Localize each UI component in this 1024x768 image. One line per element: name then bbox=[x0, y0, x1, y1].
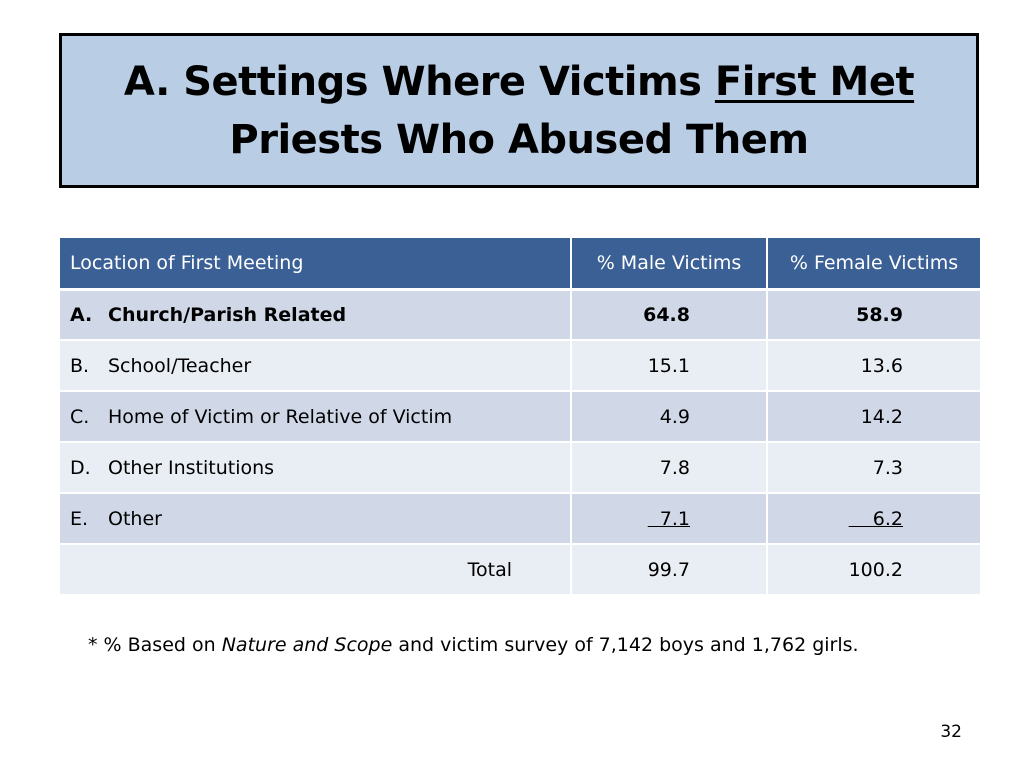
row-marker: A. bbox=[70, 303, 93, 326]
victim-location-table: Location of First Meeting % Male Victims… bbox=[60, 238, 980, 596]
female-cell: 6.2 bbox=[767, 493, 980, 545]
male-value: 64.8 bbox=[643, 303, 690, 326]
title-prefix: A. Settings Where Victims bbox=[123, 58, 715, 105]
title-line-1: A. Settings Where Victims First Met bbox=[123, 53, 915, 111]
footnote-italic: Nature and Scope bbox=[221, 634, 393, 656]
male-value: 15.1 bbox=[647, 354, 690, 377]
male-value: 7.1 bbox=[647, 507, 690, 530]
location-label: Church/Parish Related bbox=[108, 303, 347, 326]
female-cell: 13.6 bbox=[767, 340, 980, 392]
female-cell: 58.9 bbox=[767, 289, 980, 341]
male-value: 4.9 bbox=[659, 405, 690, 428]
header-female-victims: % Female Victims bbox=[767, 238, 980, 291]
header-location: Location of First Meeting bbox=[60, 238, 572, 291]
title-line-2: Priests Who Abused Them bbox=[229, 116, 809, 163]
male-total-cell: 99.7 bbox=[571, 544, 768, 596]
male-total: 99.7 bbox=[647, 558, 690, 581]
female-value: 13.6 bbox=[860, 354, 903, 377]
table-row: D. Other Institutions 7.8 7.3 bbox=[60, 442, 980, 494]
location-label: Home of Victim or Relative of Victim bbox=[108, 405, 453, 428]
male-cell: 64.8 bbox=[571, 289, 768, 341]
female-total-cell: 100.2 bbox=[767, 544, 980, 596]
male-cell: 4.9 bbox=[571, 391, 768, 443]
male-cell: 7.1 bbox=[571, 493, 768, 545]
header-male-victims: % Male Victims bbox=[571, 238, 768, 291]
table-row: B. School/Teacher 15.1 13.6 bbox=[60, 340, 980, 392]
page-number: 32 bbox=[940, 722, 962, 742]
table-row: C. Home of Victim or Relative of Victim 4… bbox=[60, 391, 980, 443]
title-underlined: First Met bbox=[714, 58, 915, 105]
female-cell: 14.2 bbox=[767, 391, 980, 443]
footnote-prefix: * % Based on bbox=[88, 634, 222, 656]
location-cell: C. Home of Victim or Relative of Victim bbox=[60, 391, 572, 443]
footnote: * % Based on Nature and Scope and victim… bbox=[88, 634, 859, 656]
row-marker: B. bbox=[70, 354, 90, 377]
male-cell: 7.8 bbox=[571, 442, 768, 494]
location-cell: B. School/Teacher bbox=[60, 340, 572, 392]
table-header-row: Location of First Meeting % Male Victims… bbox=[60, 238, 980, 291]
female-value: 14.2 bbox=[860, 405, 903, 428]
location-label: School/Teacher bbox=[108, 354, 252, 377]
male-cell: 15.1 bbox=[571, 340, 768, 392]
table-row: A. Church/Parish Related 64.8 58.9 bbox=[60, 289, 980, 341]
row-marker: E. bbox=[70, 507, 89, 530]
female-value: 58.9 bbox=[856, 303, 903, 326]
row-marker: D. bbox=[70, 456, 91, 479]
total-label: Total bbox=[60, 544, 572, 596]
female-value: 7.3 bbox=[872, 456, 903, 479]
female-value: 6.2 bbox=[848, 507, 903, 530]
location-cell: D. Other Institutions bbox=[60, 442, 572, 494]
slide-title: A. Settings Where Victims First Met Prie… bbox=[59, 33, 979, 188]
footnote-suffix: and victim survey of 7,142 boys and 1,76… bbox=[392, 634, 859, 656]
total-row: Total 99.7 100.2 bbox=[60, 544, 980, 596]
female-total: 100.2 bbox=[848, 558, 903, 581]
location-label: Other Institutions bbox=[108, 456, 275, 479]
location-label: Other bbox=[108, 507, 162, 530]
female-cell: 7.3 bbox=[767, 442, 980, 494]
location-cell: A. Church/Parish Related bbox=[60, 289, 572, 341]
table-row: E. Other 7.1 6.2 bbox=[60, 493, 980, 545]
row-marker: C. bbox=[70, 405, 90, 428]
location-cell: E. Other bbox=[60, 493, 572, 545]
male-value: 7.8 bbox=[659, 456, 690, 479]
